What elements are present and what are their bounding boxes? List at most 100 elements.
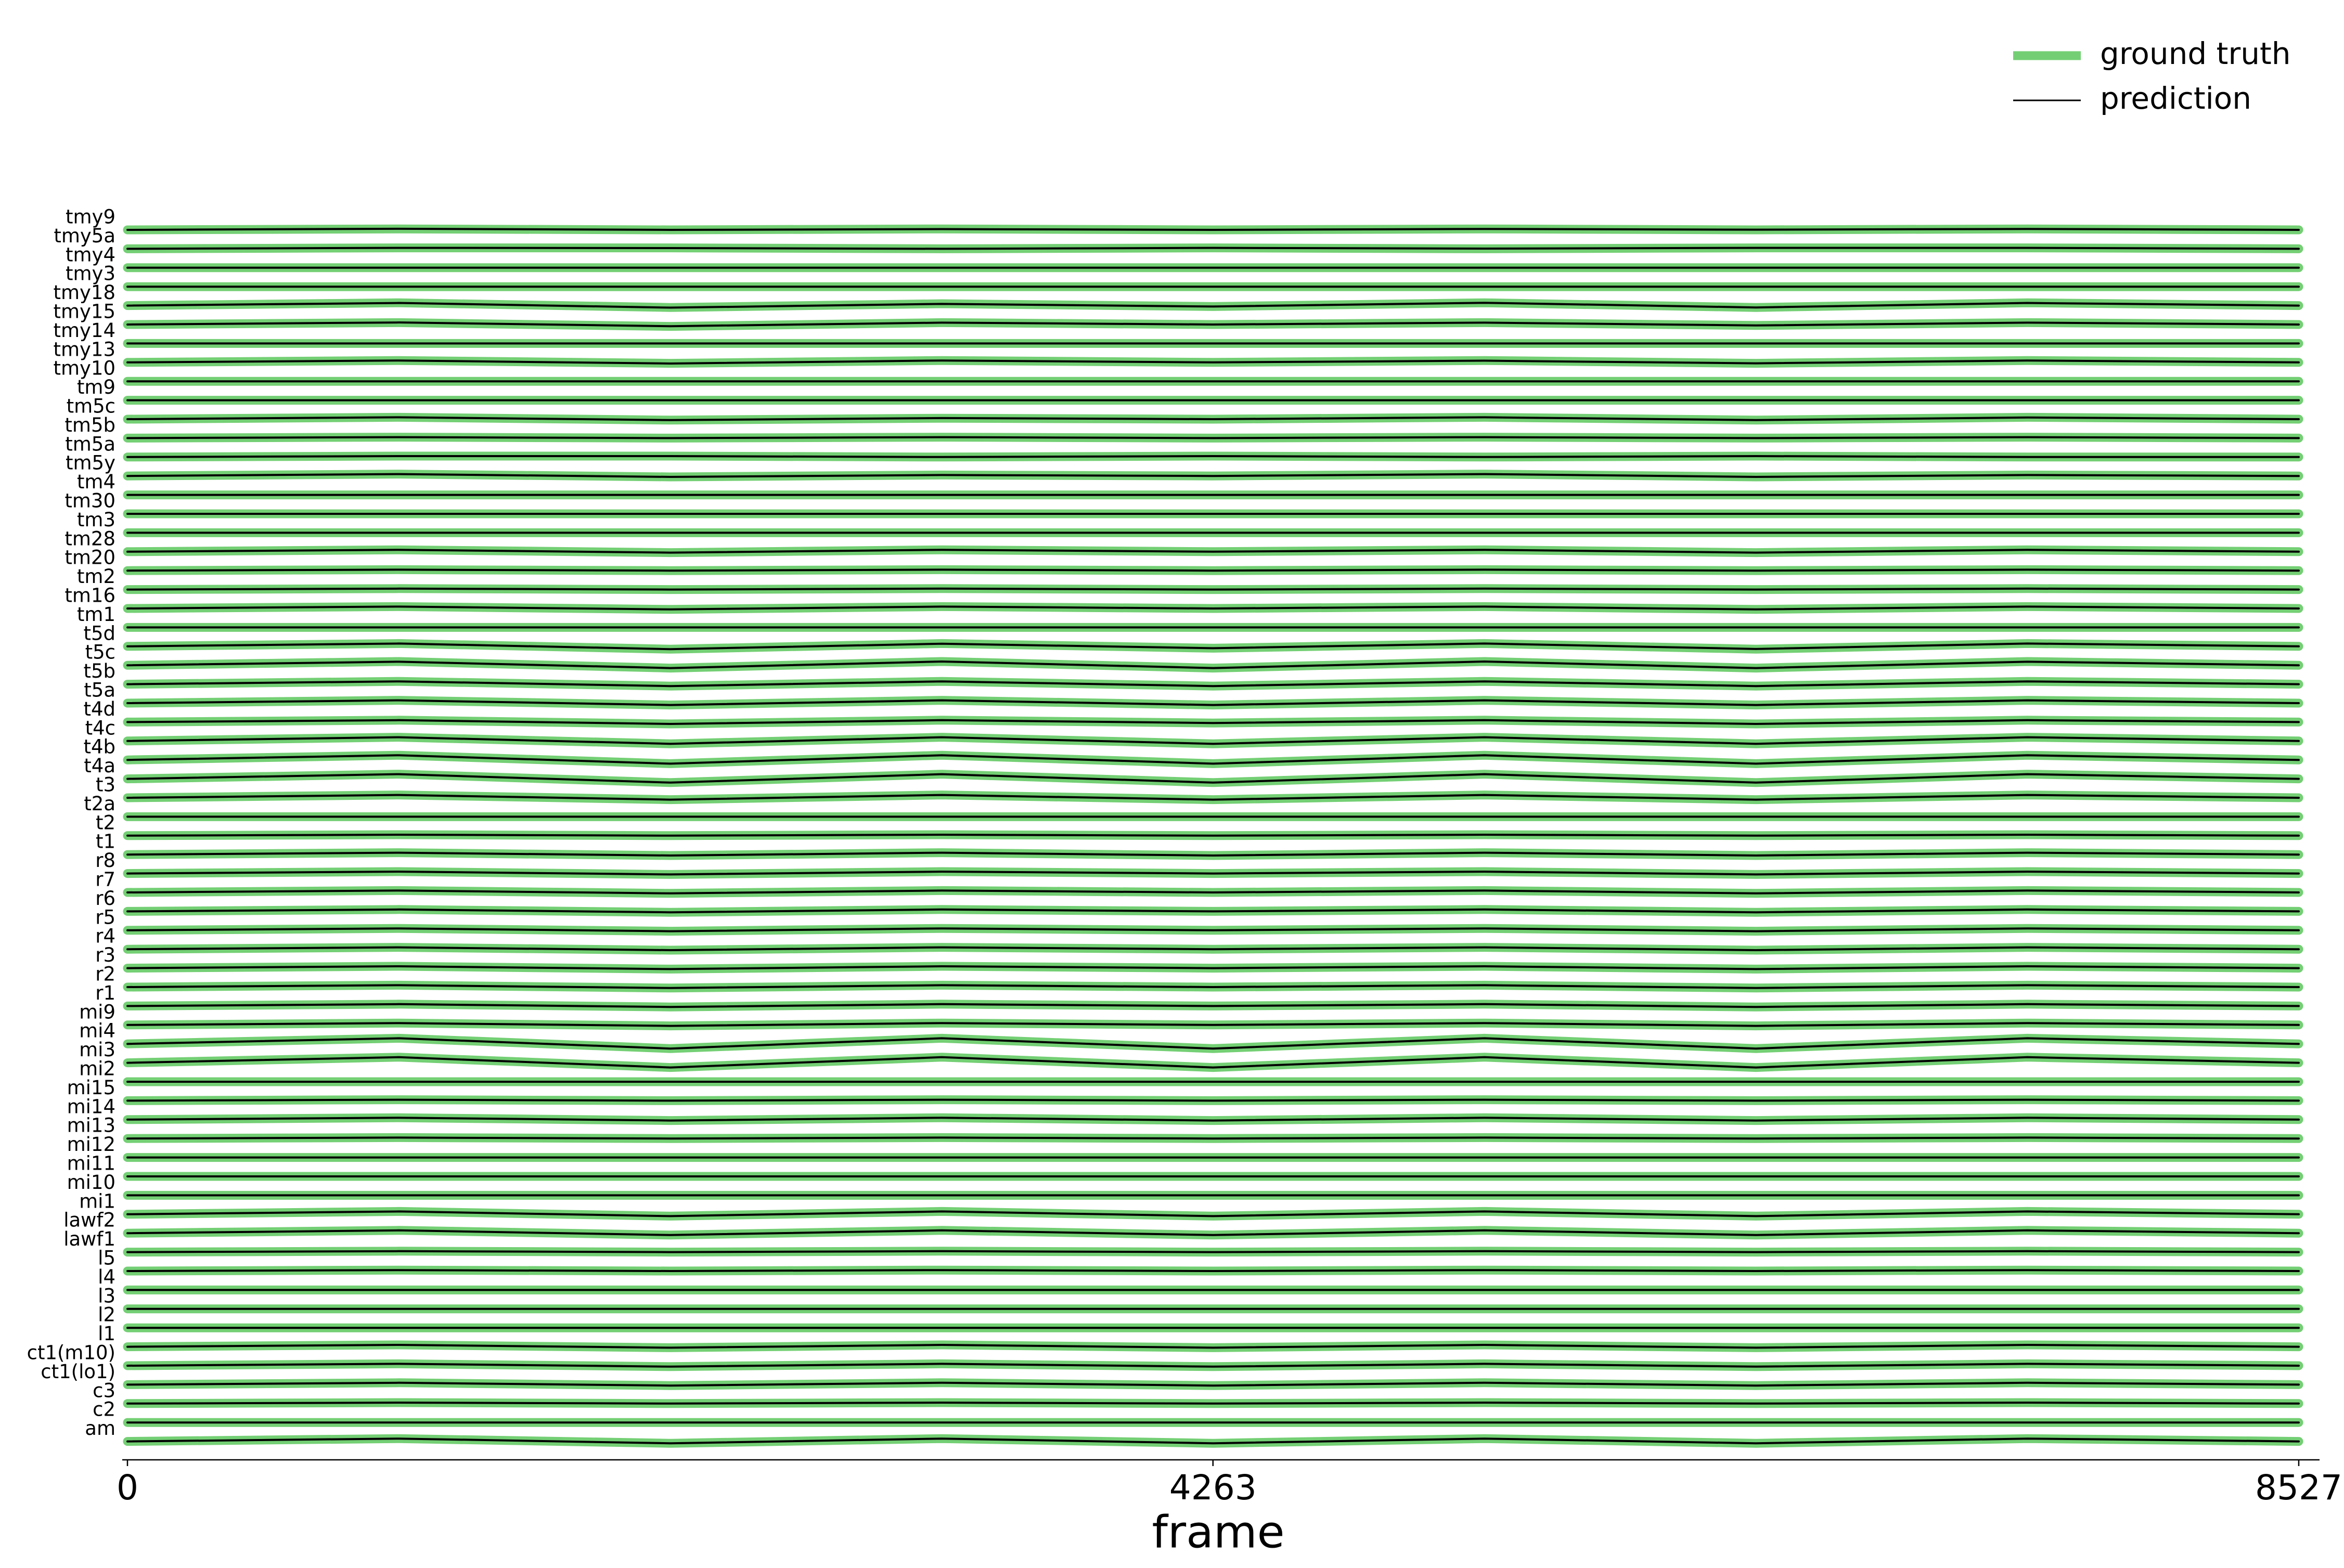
row-label: tmy14 (53, 319, 115, 342)
row-label: mi3 (79, 1039, 115, 1061)
row-label: lawf2 (63, 1209, 115, 1232)
row-label: r6 (95, 887, 115, 910)
row-label: mi12 (67, 1133, 115, 1156)
row-label: lawf1 (63, 1228, 115, 1250)
row-label: t4c (85, 717, 115, 739)
prediction-line (126, 247, 2300, 250)
row-label: tm5a (65, 433, 115, 455)
row-label: r4 (95, 925, 115, 948)
prediction-line (126, 359, 2300, 365)
prediction-line (126, 1098, 2300, 1102)
prediction-line (126, 568, 2300, 572)
row-label: r5 (95, 906, 115, 928)
prediction-line (126, 1136, 2300, 1140)
row-label: mi4 (79, 1020, 115, 1042)
x-tick-label: 4263 (1169, 1468, 1257, 1508)
row-label: mi9 (79, 1001, 115, 1023)
row-label: mi10 (67, 1171, 115, 1194)
row-label: t2 (96, 811, 115, 834)
row-label: tm16 (65, 585, 115, 607)
row-label: r1 (95, 982, 115, 1004)
prediction-line (126, 1229, 2300, 1236)
prediction-line (126, 455, 2300, 458)
row-label: mi11 (67, 1152, 115, 1175)
prediction-line (126, 1022, 2300, 1027)
row-label: mi1 (79, 1190, 115, 1212)
row-label: t1 (96, 831, 115, 853)
row-label: mi14 (67, 1095, 115, 1118)
row-label: tmy15 (53, 301, 115, 323)
row-label: ct1(lo1) (41, 1360, 115, 1383)
row-label: l3 (98, 1285, 115, 1307)
prediction-line (126, 1402, 2300, 1405)
row-label: tm3 (77, 509, 115, 531)
prediction-line (126, 851, 2300, 857)
prediction-line (126, 984, 2300, 989)
row-label: r3 (95, 944, 115, 966)
prediction-line (126, 889, 2300, 895)
prediction-line (126, 965, 2300, 970)
row-label: l2 (98, 1304, 115, 1326)
prediction-line (126, 927, 2300, 932)
prediction-line (126, 908, 2300, 914)
prediction-line (126, 754, 2300, 765)
prediction-line (126, 680, 2300, 688)
row-label: t5a (84, 679, 115, 702)
row-label: mi15 (67, 1077, 115, 1099)
prediction-line (126, 1056, 2300, 1069)
row-label: t5b (83, 660, 115, 682)
row-label: t4a (84, 755, 115, 777)
row-label: tm28 (65, 527, 115, 550)
prediction-line (126, 1363, 2300, 1368)
x-tick-label: 0 (117, 1468, 138, 1508)
prediction-line (126, 473, 2300, 478)
row-label: r7 (95, 869, 115, 891)
row-label: t5d (83, 622, 115, 644)
prediction-line (126, 416, 2300, 421)
prediction-line (126, 1381, 2300, 1387)
prediction-line (126, 321, 2300, 328)
row-label: l1 (98, 1323, 115, 1345)
prediction-line (126, 302, 2300, 309)
row-label: t5c (85, 641, 115, 664)
prediction-line (126, 1037, 2300, 1050)
prediction-line (126, 642, 2300, 651)
row-label: r2 (95, 963, 115, 986)
prediction-line (126, 699, 2300, 706)
row-label: c2 (93, 1398, 115, 1421)
row-label: t3 (96, 774, 115, 796)
prediction-line (126, 549, 2300, 554)
row-label: c3 (93, 1379, 115, 1402)
prediction-line (126, 1210, 2300, 1217)
prediction-line (126, 1344, 2300, 1349)
prediction-line (126, 605, 2300, 611)
prediction-line (126, 587, 2300, 591)
prediction-line (126, 834, 2300, 837)
prediction-line (126, 227, 2300, 231)
row-label: tm5b (65, 414, 115, 436)
row-label: tmy5a (54, 225, 115, 247)
prediction-line (126, 660, 2300, 669)
row-label: tm20 (65, 547, 115, 569)
row-label: r8 (95, 849, 115, 872)
row-label: t4b (83, 736, 115, 758)
row-label: tmy9 (66, 206, 115, 228)
prediction-line (126, 871, 2300, 876)
row-label: tm9 (77, 376, 115, 398)
row-label: t2a (84, 793, 115, 815)
row-label: tmy13 (53, 338, 115, 360)
prediction-line (126, 1117, 2300, 1122)
row-label: t4d (83, 698, 115, 720)
x-tick-label: 8527 (2255, 1468, 2342, 1508)
legend-label: ground truth (2100, 36, 2291, 71)
row-label: tm2 (77, 565, 115, 588)
row-label: mi2 (79, 1058, 115, 1080)
row-label: tm5y (66, 452, 115, 474)
row-label: tm1 (77, 603, 115, 626)
row-label: l5 (98, 1247, 115, 1269)
prediction-line (126, 1269, 2300, 1272)
prediction-line (126, 946, 2300, 951)
prediction-line (126, 719, 2300, 725)
